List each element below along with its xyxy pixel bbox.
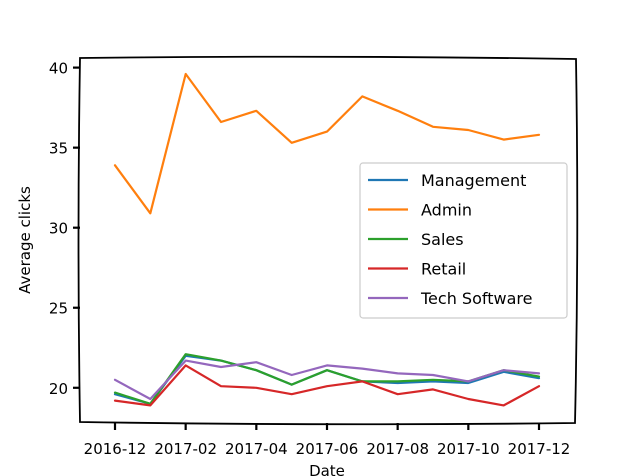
series-line-admin — [113, 72, 541, 215]
y-axis: 20 25 30 35 40 — [49, 60, 80, 398]
series-layer — [113, 72, 541, 407]
plot-frame — [77, 55, 579, 426]
y-tick-label: 40 — [49, 60, 68, 78]
legend-box — [359, 162, 568, 319]
x-axis-label: Date — [309, 462, 345, 476]
series-line-tech-software — [113, 359, 541, 401]
legend-label: Sales — [421, 230, 464, 249]
y-tick-label: 30 — [49, 220, 68, 238]
series-line-retail — [113, 364, 541, 407]
y-axis-label: Average clicks — [16, 186, 34, 294]
x-tick-label: 2017-06 — [296, 440, 359, 458]
y-tick-label: 35 — [49, 140, 68, 158]
legend: Management Admin Sales Retail Tech Software — [359, 162, 568, 319]
legend-label: Retail — [421, 260, 466, 279]
x-tick-label: 2017-04 — [225, 440, 288, 458]
legend-label: Tech Software — [420, 289, 532, 308]
legend-label: Management — [421, 171, 526, 190]
x-tick-label: 2017-02 — [154, 440, 217, 458]
x-axis: 2016-12 2017-02 2017-04 2017-06 2017-08 2017-… — [84, 423, 571, 458]
legend-label: Admin — [421, 201, 472, 220]
y-tick-label: 20 — [49, 380, 68, 398]
x-tick-label: 2017-08 — [366, 440, 429, 458]
y-tick-label: 25 — [49, 300, 68, 318]
plot-border — [77, 55, 579, 426]
x-tick-label: 2016-12 — [84, 440, 147, 458]
x-tick-label: 2017-12 — [508, 440, 571, 458]
x-tick-label: 2017-10 — [437, 440, 500, 458]
